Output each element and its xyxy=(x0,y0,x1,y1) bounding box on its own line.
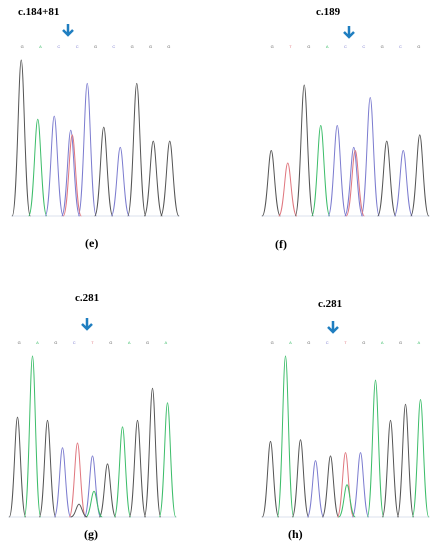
base-call-label: G xyxy=(307,44,310,49)
trace-peak xyxy=(77,82,97,217)
trace-peak xyxy=(23,355,42,518)
trace-peak xyxy=(393,149,413,217)
trace-peak xyxy=(360,96,380,217)
base-call-label: A xyxy=(417,340,420,345)
base-call-label: G xyxy=(131,44,134,49)
trace-peak xyxy=(28,118,48,217)
base-call-label: A xyxy=(39,44,42,49)
label-h: (h) xyxy=(288,527,303,541)
base-call-label: G xyxy=(381,44,384,49)
trace-peak xyxy=(8,416,27,518)
title-h: c.281 xyxy=(318,298,343,310)
label-f: (f) xyxy=(275,237,287,251)
base-call-label: A xyxy=(164,340,167,345)
base-call-label: C xyxy=(76,44,79,49)
base-call-label: G xyxy=(149,44,152,49)
trace-peak xyxy=(110,146,130,217)
trace-peak xyxy=(143,140,163,217)
arrow-down-icon xyxy=(343,26,355,39)
arrow-down-icon xyxy=(81,318,93,331)
trace-peak xyxy=(128,419,147,518)
trace-peak xyxy=(381,419,400,518)
base-call-label: G xyxy=(307,340,310,345)
trace-peak xyxy=(344,146,364,217)
base-call-label: C xyxy=(112,44,115,49)
base-call-label: G xyxy=(362,340,365,345)
trace-peak xyxy=(306,460,325,518)
base-call-label: T xyxy=(289,44,292,49)
base-call-label: C xyxy=(73,340,76,345)
trace-peak xyxy=(143,387,162,518)
base-call-label: A xyxy=(381,340,384,345)
trace-peak xyxy=(366,379,385,518)
secondary-peak xyxy=(85,490,103,518)
title-e: c.184+81 xyxy=(18,6,60,18)
base-call-label: C xyxy=(57,44,60,49)
base-call-label: G xyxy=(417,44,420,49)
base-call-label: G xyxy=(54,340,57,345)
trace-peak xyxy=(261,440,280,518)
secondary-peak xyxy=(70,503,88,518)
base-call-label: A xyxy=(326,44,329,49)
base-call-label: G xyxy=(109,340,112,345)
trace-peak xyxy=(160,140,180,217)
base-call-label: A xyxy=(289,340,292,345)
trace-peak xyxy=(261,149,281,217)
arrow-down-icon xyxy=(327,321,339,334)
trace-peak xyxy=(291,439,310,518)
secondary-peak xyxy=(62,134,82,217)
base-call-label: C xyxy=(326,340,329,345)
title-g: c.281 xyxy=(75,292,100,304)
base-call-label: G xyxy=(271,44,274,49)
trace-peak xyxy=(113,426,132,518)
secondary-peak xyxy=(338,484,356,518)
trace-peak xyxy=(127,82,147,217)
base-call-label: T xyxy=(91,340,94,345)
base-call-label: C xyxy=(399,44,402,49)
base-call-label: G xyxy=(21,44,24,49)
base-call-label: G xyxy=(146,340,149,345)
base-call-label: G xyxy=(167,44,170,49)
trace-peak xyxy=(377,140,397,217)
base-call-label: C xyxy=(344,44,347,49)
base-call-label: G xyxy=(399,340,402,345)
label-g: (g) xyxy=(84,527,98,541)
trace-peak xyxy=(311,125,331,217)
label-e: (e) xyxy=(85,236,99,250)
trace-peak xyxy=(396,403,415,518)
base-call-label: G xyxy=(18,340,21,345)
trace-peak xyxy=(94,126,114,217)
trace-peak xyxy=(278,162,298,217)
trace-peak xyxy=(411,398,430,518)
base-call-label: T xyxy=(344,340,347,345)
trace-peak xyxy=(68,442,87,518)
title-f: c.189 xyxy=(316,6,341,18)
base-call-label: G xyxy=(94,44,97,49)
trace-peak xyxy=(294,84,314,217)
trace-peak xyxy=(410,134,430,217)
trace-peak xyxy=(53,447,72,518)
base-call-label: C xyxy=(362,44,365,49)
secondary-peak xyxy=(345,149,365,217)
trace-peak xyxy=(61,129,81,217)
trace-peak xyxy=(276,355,295,518)
trace-peak xyxy=(321,455,340,518)
trace-peak xyxy=(38,419,57,518)
trace-peak xyxy=(351,452,370,518)
base-call-label: A xyxy=(128,340,131,345)
trace-peak xyxy=(327,125,347,217)
arrow-down-icon xyxy=(62,24,74,37)
trace-peak xyxy=(11,59,31,217)
trace-peak xyxy=(98,463,117,518)
base-call-label: A xyxy=(36,340,39,345)
base-call-label: G xyxy=(271,340,274,345)
trace-peak xyxy=(44,115,64,217)
trace-peak xyxy=(158,402,177,518)
